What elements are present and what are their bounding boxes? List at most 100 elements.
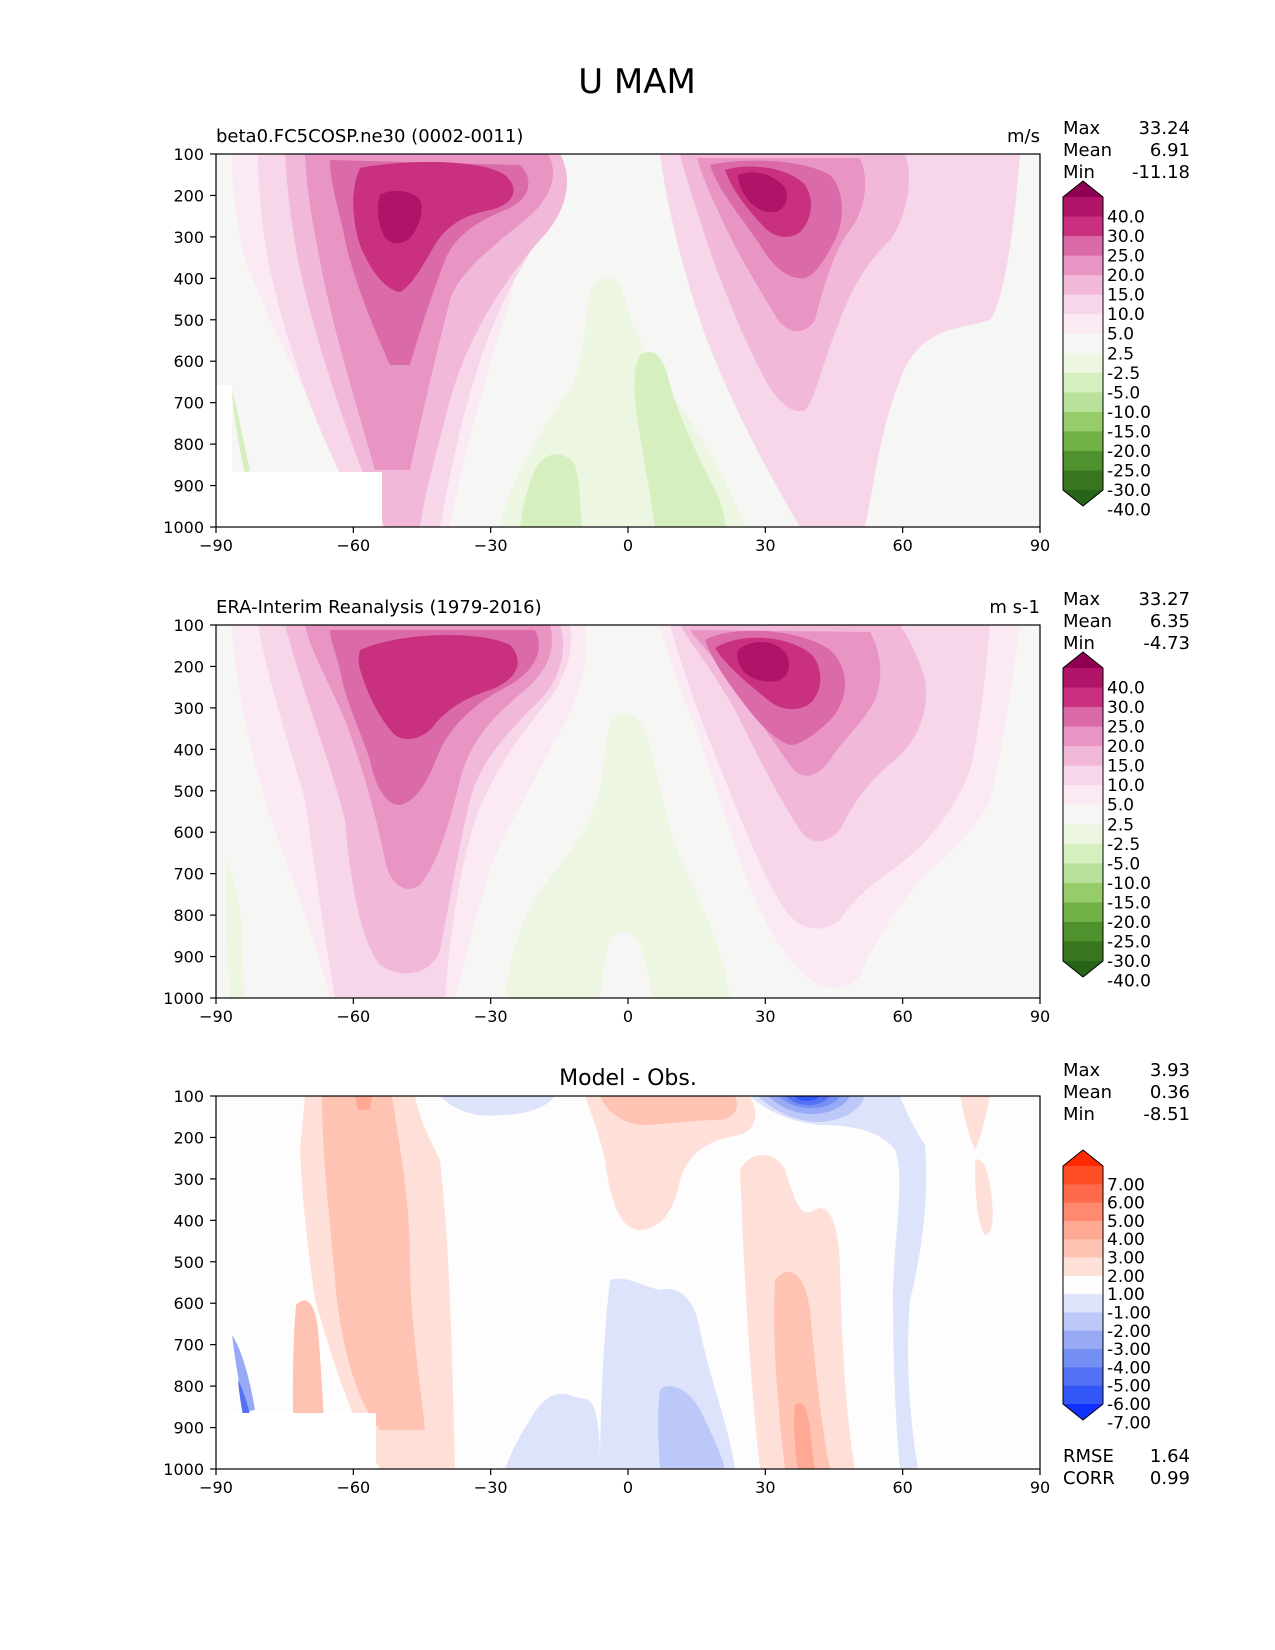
colorbar-segment bbox=[1063, 431, 1103, 452]
x-tick-label: 30 bbox=[755, 536, 775, 555]
colorbar-segment bbox=[1063, 275, 1103, 296]
colorbar: 7.006.005.004.003.002.001.00-1.00-2.00-3… bbox=[1062, 1149, 1151, 1433]
y-tick-label: 1000 bbox=[163, 989, 204, 1008]
stat-mean-label: Mean bbox=[1063, 140, 1112, 161]
stat-max-label: Max bbox=[1063, 1060, 1101, 1081]
y-tick-label: 200 bbox=[173, 657, 204, 676]
colorbar-segment bbox=[1063, 843, 1103, 864]
colorbar-segment bbox=[1063, 1312, 1103, 1332]
colorbar-segment bbox=[1063, 294, 1103, 315]
y-tick-label: 400 bbox=[173, 269, 204, 288]
y-tick-label: 500 bbox=[173, 1253, 204, 1272]
colorbar-segment bbox=[1063, 216, 1103, 237]
panel-obs: ERA-Interim Reanalysis (1979-2016) m s-1 bbox=[163, 589, 1190, 1026]
stat-corr-label: CORR bbox=[1063, 1468, 1115, 1489]
stats-box: Max 3.93 Mean 0.36 Min -8.51 bbox=[1063, 1060, 1190, 1125]
colorbar-segment bbox=[1063, 470, 1103, 491]
x-tick-label: 0 bbox=[623, 536, 633, 555]
colorbar-segment bbox=[1063, 785, 1103, 806]
colorbar-label: -10.0 bbox=[1107, 874, 1151, 894]
colorbar-label: -40.0 bbox=[1107, 972, 1151, 992]
colorbar-label: 25.0 bbox=[1107, 718, 1145, 738]
colorbar-label: 3.00 bbox=[1107, 1249, 1145, 1269]
contour-field bbox=[216, 154, 1040, 527]
colorbar-label: 5.00 bbox=[1107, 1212, 1145, 1232]
colorbar-label: 25.0 bbox=[1107, 247, 1145, 267]
colorbar-segment bbox=[1063, 255, 1103, 276]
x-tick-label: −30 bbox=[474, 536, 508, 555]
y-tick-label: 600 bbox=[173, 823, 204, 842]
colorbar-label: 20.0 bbox=[1107, 266, 1145, 286]
y-tick-label: 500 bbox=[173, 311, 204, 330]
colorbar-label: 4.00 bbox=[1107, 1230, 1145, 1250]
x-tick-label: −30 bbox=[474, 1478, 508, 1497]
colorbar-label: -5.0 bbox=[1107, 854, 1140, 874]
stat-max-value: 3.93 bbox=[1150, 1060, 1190, 1081]
colorbar-label: 7.00 bbox=[1107, 1175, 1145, 1195]
stat-mean-label: Mean bbox=[1063, 611, 1112, 632]
colorbar-label: 30.0 bbox=[1107, 227, 1145, 247]
colorbar-segment bbox=[1063, 1294, 1103, 1313]
colorbar-segment bbox=[1063, 1367, 1103, 1387]
colorbar-extend-min bbox=[1063, 961, 1103, 977]
colorbar-label: -25.0 bbox=[1107, 461, 1151, 481]
x-axis: −90 −60 −30 0 30 60 90 bbox=[199, 1469, 1050, 1497]
colorbar-segment bbox=[1063, 804, 1103, 825]
colorbar-segment bbox=[1063, 1385, 1103, 1405]
contour-field bbox=[216, 625, 1040, 998]
colorbar-segment bbox=[1063, 197, 1103, 218]
colorbar-segment bbox=[1063, 1349, 1103, 1368]
colorbar-label: 2.5 bbox=[1107, 815, 1134, 835]
colorbar-segment bbox=[1063, 746, 1103, 767]
x-tick-label: 30 bbox=[755, 1007, 775, 1026]
colorbar-segment bbox=[1063, 1239, 1103, 1259]
y-tick-label: 100 bbox=[173, 145, 204, 164]
stat-max-value: 33.27 bbox=[1138, 589, 1190, 610]
y-axis: 100 200 300 400 500 600 700 800 900 1000 bbox=[163, 1087, 216, 1479]
y-tick-label: 1000 bbox=[163, 518, 204, 537]
stat-corr-value: 0.99 bbox=[1150, 1468, 1190, 1489]
contour-field bbox=[216, 1096, 1040, 1469]
colorbar-label: -20.0 bbox=[1107, 913, 1151, 933]
stats-box: Max 33.24 Mean 6.91 Min -11.18 bbox=[1063, 118, 1190, 183]
colorbar: 40.030.025.020.015.010.05.02.5-2.5-5.0-1… bbox=[1062, 651, 1151, 992]
colorbar-label: -5.00 bbox=[1107, 1377, 1151, 1397]
colorbar-label: -3.00 bbox=[1107, 1340, 1151, 1360]
colorbar-segment bbox=[1063, 1275, 1103, 1295]
y-tick-label: 200 bbox=[173, 186, 204, 205]
x-tick-label: 30 bbox=[755, 1478, 775, 1497]
colorbar-extend-max bbox=[1063, 1150, 1103, 1166]
stat-min-value: -8.51 bbox=[1143, 1104, 1190, 1125]
x-tick-label: 60 bbox=[892, 1478, 912, 1497]
colorbar-segment bbox=[1063, 1220, 1103, 1240]
x-tick-label: −30 bbox=[474, 1007, 508, 1026]
y-tick-label: 400 bbox=[173, 1211, 204, 1230]
colorbar-label: -25.0 bbox=[1107, 932, 1151, 952]
stat-mean-label: Mean bbox=[1063, 1082, 1112, 1103]
colorbar-segment bbox=[1063, 333, 1103, 354]
colorbar-label: -30.0 bbox=[1107, 952, 1151, 972]
x-tick-label: 60 bbox=[892, 536, 912, 555]
colorbar-label: 15.0 bbox=[1107, 757, 1145, 777]
colorbar-label: -10.0 bbox=[1107, 403, 1151, 423]
y-tick-label: 400 bbox=[173, 740, 204, 759]
colorbar-segment bbox=[1063, 1184, 1103, 1204]
x-tick-label: −60 bbox=[336, 1478, 370, 1497]
colorbar-label: 10.0 bbox=[1107, 305, 1145, 325]
colorbar-label: 15.0 bbox=[1107, 286, 1145, 306]
colorbar-segment bbox=[1063, 236, 1103, 257]
panel-title-center: Model - Obs. bbox=[559, 1066, 697, 1091]
x-tick-label: −90 bbox=[199, 536, 233, 555]
colorbar-label: -2.5 bbox=[1107, 364, 1140, 384]
colorbar-extend-max bbox=[1063, 652, 1103, 668]
stat-min-label: Min bbox=[1063, 162, 1095, 183]
stat-max-value: 33.24 bbox=[1138, 118, 1190, 139]
colorbar-segment bbox=[1063, 411, 1103, 432]
colorbar-label: 5.0 bbox=[1107, 796, 1134, 816]
x-tick-label: 0 bbox=[623, 1478, 633, 1497]
stat-min-value: -4.73 bbox=[1143, 633, 1190, 654]
y-tick-label: 200 bbox=[173, 1128, 204, 1147]
x-tick-label: 60 bbox=[892, 1007, 912, 1026]
y-tick-label: 500 bbox=[173, 782, 204, 801]
x-tick-label: −60 bbox=[336, 1007, 370, 1026]
